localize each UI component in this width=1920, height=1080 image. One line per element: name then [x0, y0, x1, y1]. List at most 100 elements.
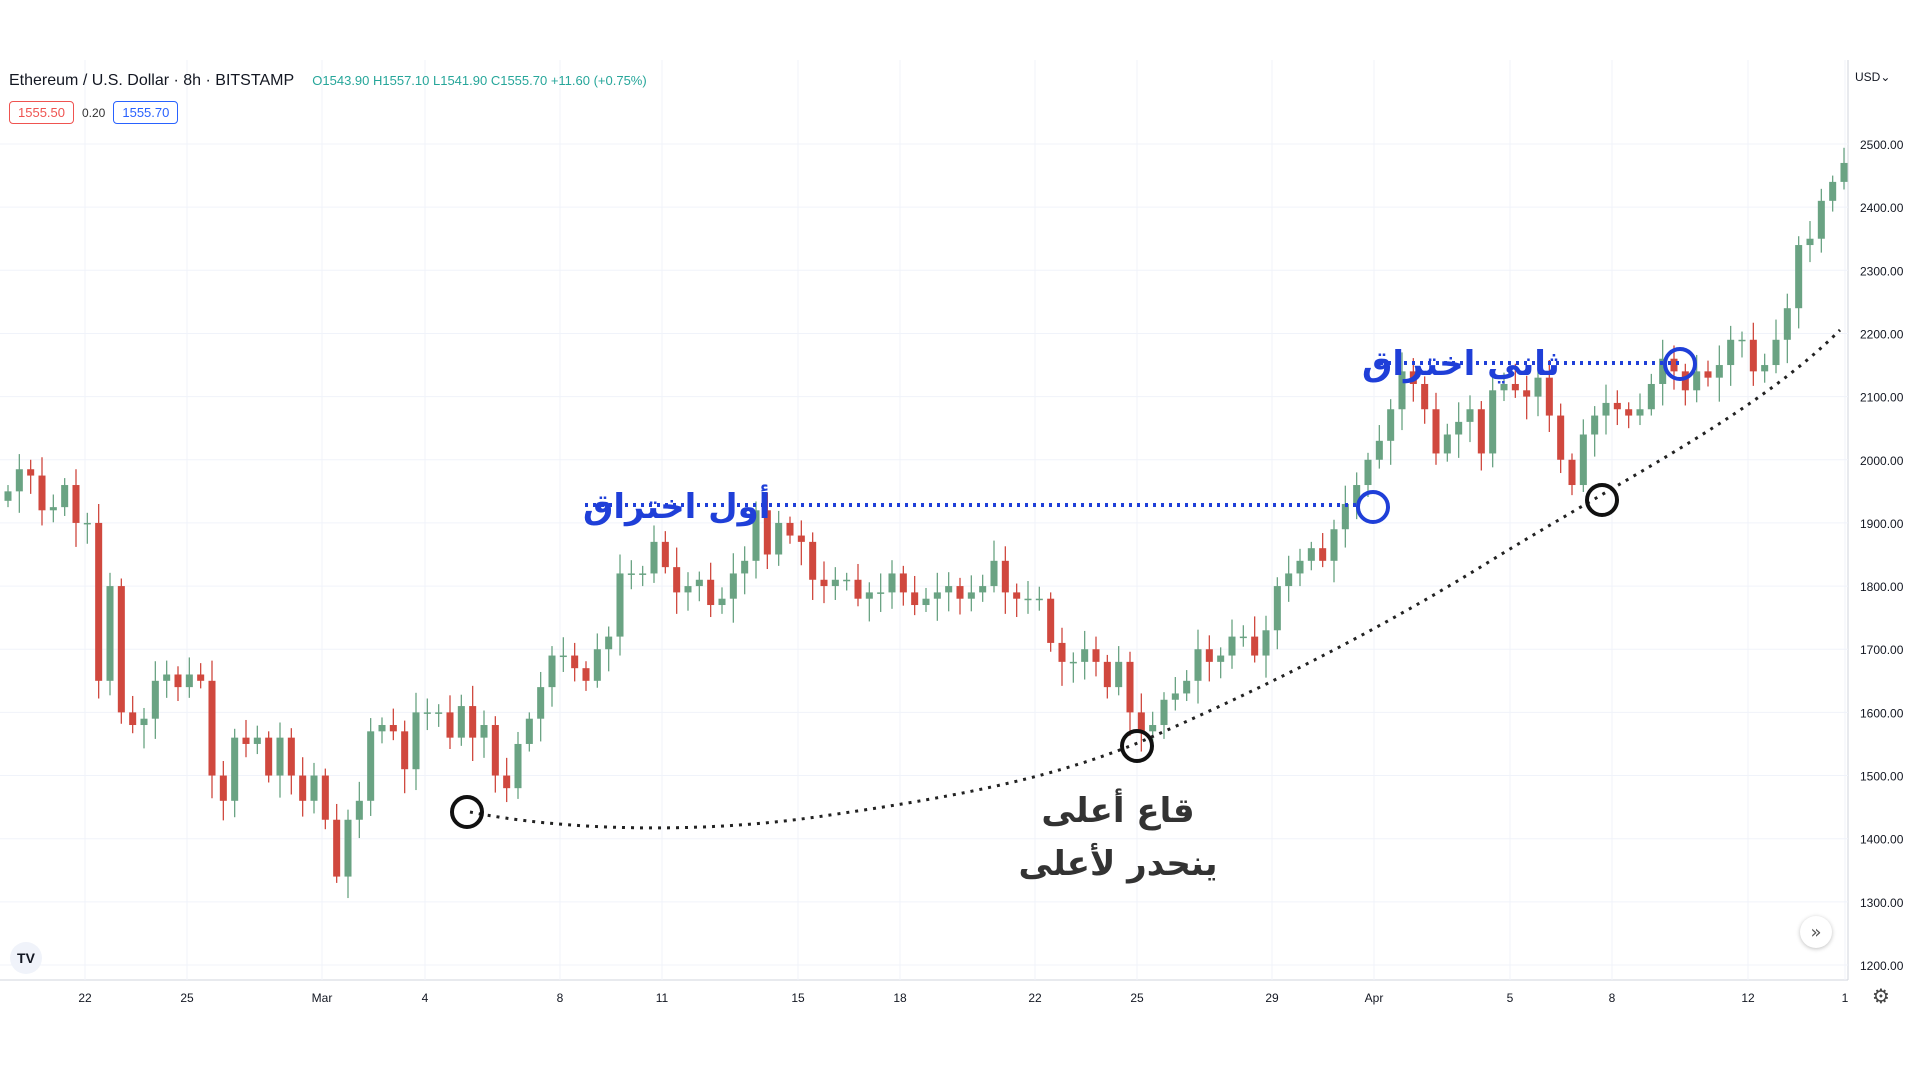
candle-up — [83, 522, 91, 525]
price-tick-label: 2100.00 — [1860, 391, 1904, 405]
candle-up — [1398, 371, 1406, 410]
candle-up — [423, 712, 431, 714]
candle-up — [843, 579, 851, 582]
low-circle-3 — [1585, 483, 1619, 517]
time-tick-label: 11 — [656, 991, 669, 1005]
candle-up — [729, 573, 737, 599]
candle-up — [933, 592, 941, 599]
candle-down — [1681, 371, 1689, 391]
candle-up — [605, 636, 613, 650]
candle-up — [1591, 415, 1599, 435]
symbol-header[interactable]: Ethereum / U.S. Dollar · 8h · BITSTAMP O… — [9, 72, 647, 90]
price-tick-label: 2500.00 — [1860, 138, 1904, 152]
candle-up — [695, 579, 703, 587]
candle-up — [231, 737, 239, 801]
candle-up — [4, 491, 12, 501]
tradingview-logo[interactable]: TV — [10, 942, 42, 974]
candle-up — [49, 507, 57, 511]
candle-up — [15, 469, 23, 492]
currency-selector[interactable]: USD⌄ — [1855, 70, 1891, 84]
candle-up — [1489, 390, 1497, 454]
candle-up — [1364, 459, 1372, 486]
candle-up — [525, 718, 533, 744]
time-tick-label: 5 — [1507, 991, 1514, 1005]
candle-down — [197, 674, 205, 681]
candle-up — [185, 674, 193, 688]
candle-down — [1511, 383, 1519, 391]
time-tick-label: 8 — [557, 991, 564, 1005]
candle-up — [1727, 339, 1735, 366]
candle-down — [911, 592, 919, 606]
candle-down — [1205, 649, 1213, 662]
candle-down — [1058, 642, 1066, 662]
candle-up — [1829, 181, 1837, 201]
candle-up — [276, 737, 284, 776]
candle-up — [1455, 421, 1463, 435]
annotations: أول اختراق ثاني اختراق قاع أعلى ينحدر لأ… — [450, 328, 1842, 884]
candle-down — [582, 668, 590, 681]
candle-down — [1047, 598, 1055, 643]
price-tick-label: 2000.00 — [1860, 454, 1904, 468]
candle-up — [1239, 636, 1247, 639]
candle-up — [1443, 434, 1451, 454]
candle-up — [1307, 548, 1315, 561]
candle-up — [412, 712, 420, 770]
candle-up — [684, 586, 692, 593]
time-tick-label: Apr — [1365, 991, 1384, 1005]
time-axis: 22 25 Mar 4 8 11 15 18 22 25 29 Apr 5 8 12 1 — [78, 991, 1848, 1005]
candle-up — [1579, 434, 1587, 486]
candle-down — [763, 510, 771, 555]
time-tick-label: 4 — [422, 991, 429, 1005]
candle-up — [1636, 409, 1644, 416]
candle-down — [95, 522, 103, 681]
candle-up — [1035, 598, 1043, 601]
candle-down — [38, 475, 46, 511]
candle-down — [786, 522, 794, 536]
time-tick-label: 29 — [1265, 991, 1279, 1005]
candle-down — [174, 674, 182, 688]
time-tick-label: 15 — [791, 991, 805, 1005]
candle-up — [1149, 725, 1157, 732]
price-tick-label: 1400.00 — [1860, 833, 1904, 847]
candle-up — [627, 573, 635, 575]
price-tick-label: 1300.00 — [1860, 896, 1904, 910]
candle-down — [899, 573, 907, 593]
candle-down — [469, 706, 477, 738]
candle-up — [1783, 308, 1791, 340]
gear-icon[interactable]: ⚙ — [1872, 984, 1890, 1008]
candle-down — [1568, 459, 1576, 486]
candle-down — [321, 775, 329, 820]
candle-up — [140, 718, 148, 726]
scroll-to-realtime-button[interactable]: » — [1800, 916, 1832, 948]
symbol-title[interactable]: Ethereum / U.S. Dollar · 8h · BITSTAMP — [9, 72, 294, 89]
candle-up — [945, 586, 953, 593]
candle-up — [1262, 630, 1270, 656]
candle-up — [639, 573, 647, 575]
candle-down — [219, 775, 227, 801]
candle-up — [537, 687, 545, 719]
spread-value: 0.20 — [82, 105, 106, 120]
candle-up — [344, 819, 352, 877]
candle-up — [1115, 661, 1123, 688]
candle-down — [446, 712, 454, 738]
candle-up — [1081, 649, 1089, 662]
candle-down — [129, 712, 137, 726]
candle-up — [1069, 661, 1077, 664]
candle-down — [707, 579, 715, 606]
time-tick-label: 18 — [893, 991, 907, 1005]
bid-badge[interactable]: 1555.50 — [9, 101, 74, 124]
price-tick-label: 1600.00 — [1860, 706, 1904, 720]
time-tick-label: Mar — [312, 991, 333, 1005]
candle-down — [1421, 383, 1429, 410]
candle-down — [287, 737, 295, 776]
ask-badge[interactable]: 1555.70 — [113, 101, 179, 124]
candle-down — [956, 586, 964, 599]
price-axis: 1200.00 1300.00 1400.00 1500.00 1600.00 1700.… — [1860, 138, 1904, 973]
candle-down — [854, 579, 862, 599]
candle-up — [967, 592, 975, 599]
candle-up — [548, 655, 556, 688]
candle-down — [242, 737, 250, 744]
candle-down — [299, 775, 307, 801]
candle-up — [355, 800, 363, 820]
